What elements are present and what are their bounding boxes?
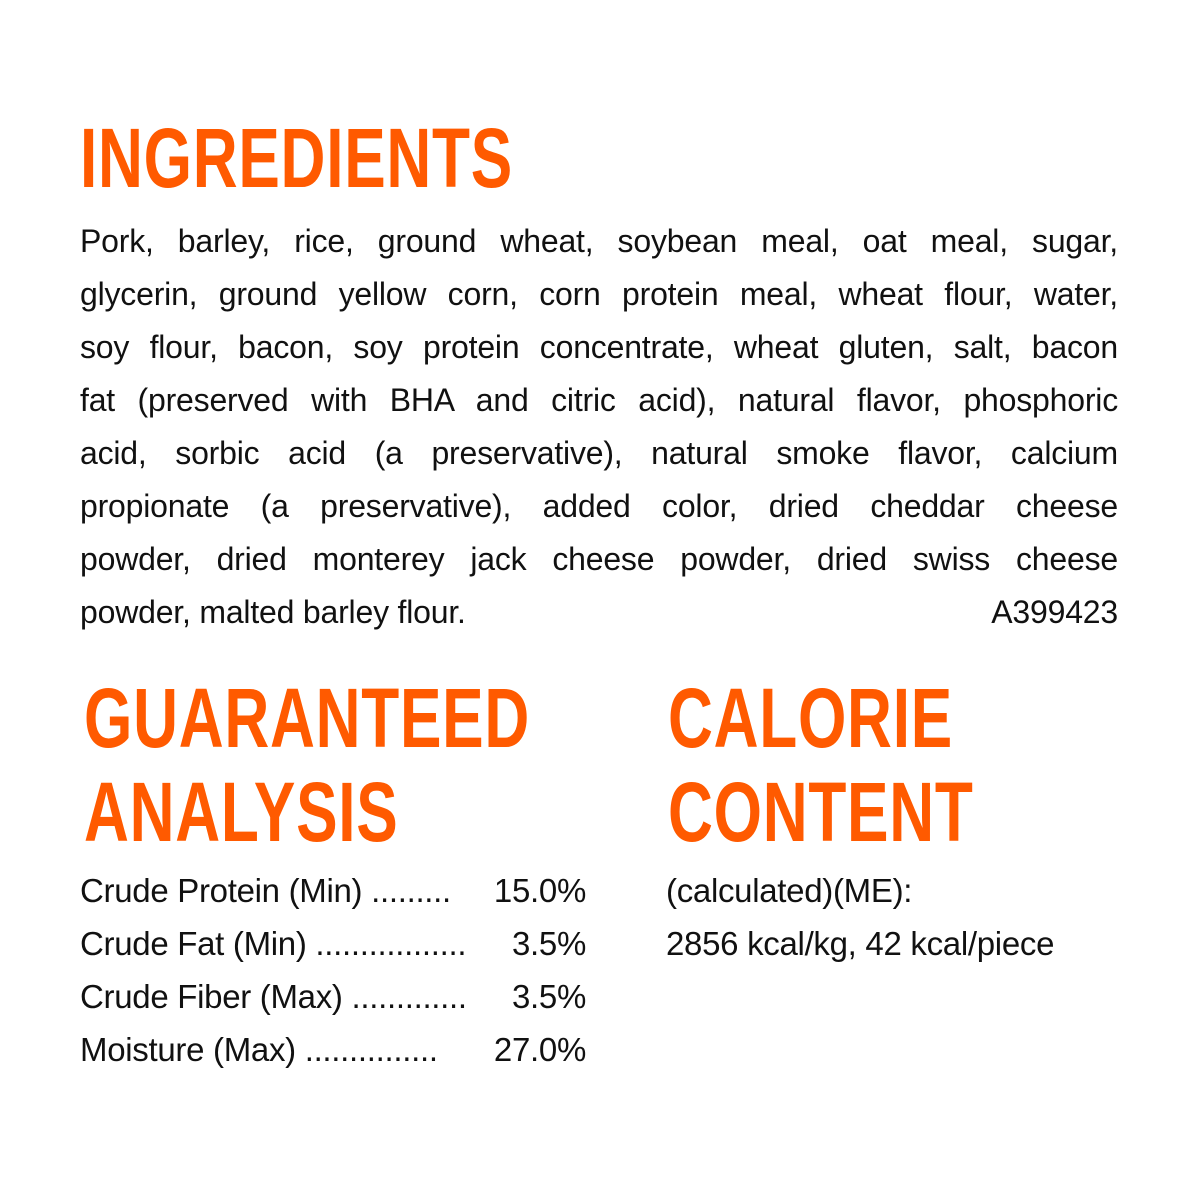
analysis-value: 27.0% bbox=[493, 1031, 586, 1068]
analysis-row: Crude Fiber (Max) ............. 3.5% bbox=[80, 970, 586, 1023]
analysis-value: 3.5% bbox=[511, 925, 586, 962]
analysis-table: Crude Protein (Min) ......... 15.0% Crude… bbox=[80, 864, 586, 1076]
ingredients-line: fat (preserved with BHA and citric acid)… bbox=[80, 382, 1118, 418]
calorie-method: (calculated)(ME): bbox=[666, 872, 913, 909]
analysis-label: Crude Fiber (Max) ............. bbox=[80, 978, 467, 1015]
calorie-text: (calculated)(ME): 2856 kcal/kg, 42 kcal/… bbox=[666, 864, 1054, 970]
ingredients-line: glycerin, ground yellow corn, corn prote… bbox=[80, 276, 1118, 312]
analysis-heading-line2: ANALYSIS bbox=[84, 765, 399, 859]
analysis-heading-line1: GUARANTEED bbox=[84, 671, 530, 765]
analysis-label: Crude Protein (Min) ......... bbox=[80, 872, 451, 909]
ingredients-line: propionate (a preservative), added color… bbox=[80, 488, 1118, 524]
ingredients-heading: INGREDIENTS bbox=[80, 111, 513, 205]
analysis-row: Crude Fat (Min) ................. 3.5% bbox=[80, 917, 586, 970]
analysis-row: Moisture (Max) ............... 27.0% bbox=[80, 1023, 586, 1076]
analysis-value: 3.5% bbox=[511, 978, 586, 1015]
calorie-heading-line2: CONTENT bbox=[668, 765, 974, 859]
ingredients-line: powder, dried monterey jack cheese powde… bbox=[80, 541, 1118, 577]
ingredients-line: powder, malted barley flour. bbox=[80, 594, 466, 630]
analysis-label: Crude Fat (Min) ................. bbox=[80, 925, 467, 962]
ingredients-text: Pork, barley, rice, ground wheat, soybea… bbox=[80, 215, 1118, 639]
analysis-row: Crude Protein (Min) ......... 15.0% bbox=[80, 864, 586, 917]
ingredients-line: Pork, barley, rice, ground wheat, soybea… bbox=[80, 223, 1118, 259]
calorie-heading-line1: CALORIE bbox=[668, 671, 953, 765]
ingredients-line: soy flour, bacon, soy protein concentrat… bbox=[80, 329, 1118, 365]
calorie-values: 2856 kcal/kg, 42 kcal/piece bbox=[666, 925, 1055, 962]
ingredients-line: acid, sorbic acid (a preservative), natu… bbox=[80, 435, 1118, 471]
analysis-value: 15.0% bbox=[493, 872, 586, 909]
ingredients-last-line: powder, malted barley flour. A399423 bbox=[80, 586, 1118, 639]
product-code: A399423 bbox=[991, 594, 1118, 630]
analysis-label: Moisture (Max) ............... bbox=[80, 1031, 438, 1068]
